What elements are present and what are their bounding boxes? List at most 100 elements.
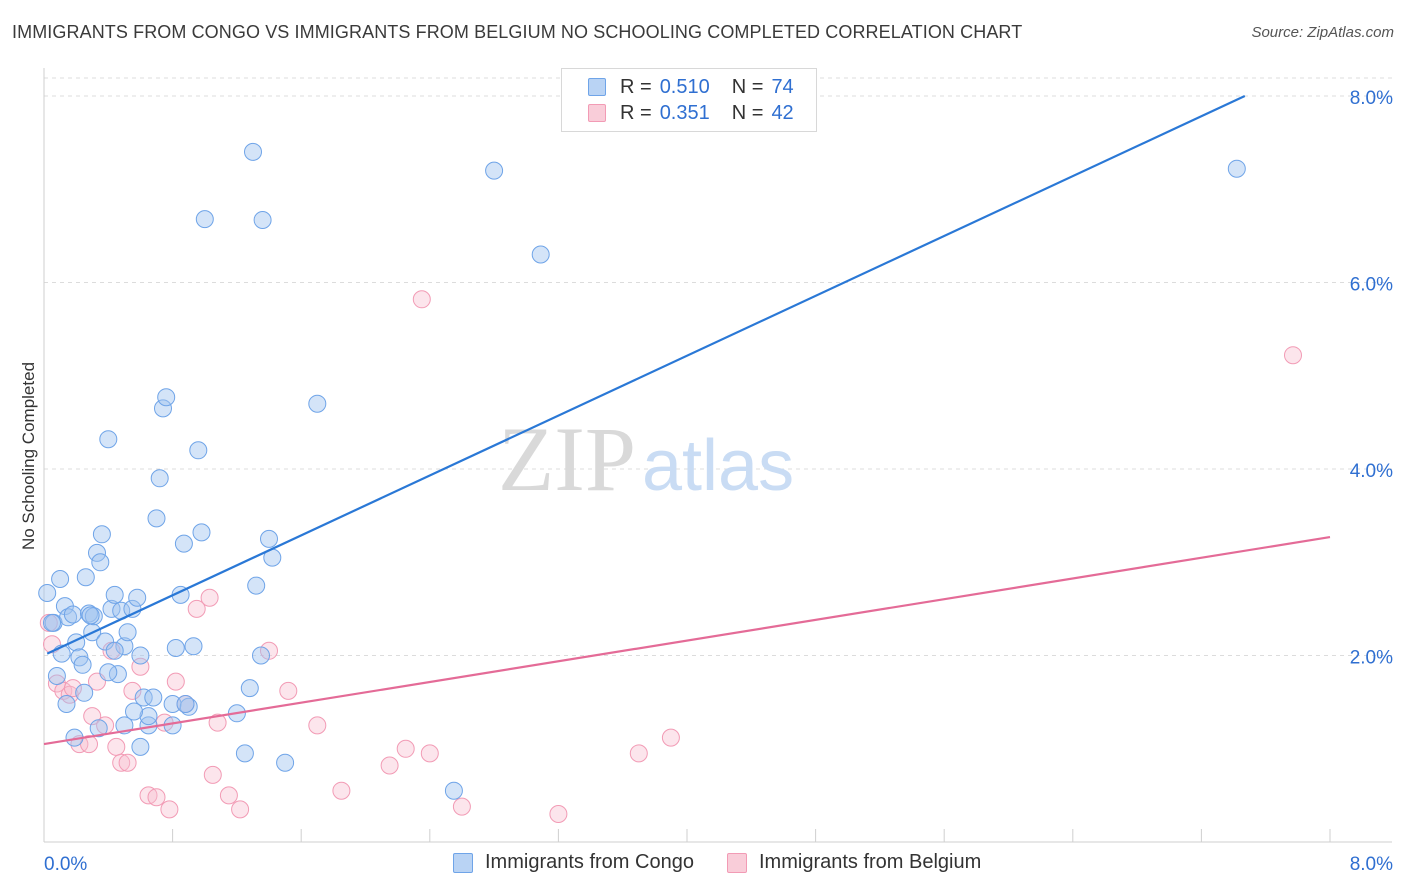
belgium-trend-line	[43, 535, 1331, 746]
belgium-point-35	[452, 797, 471, 816]
x-tick-labels: 0.0% 8.0%	[44, 854, 1393, 875]
congo-n-label: N =	[731, 75, 764, 98]
legend-row-belgium: R = 0.351 N = 42	[588, 100, 794, 126]
y-tick-label-0: 2.0%	[1350, 648, 1393, 669]
congo-r-label: R =	[620, 75, 652, 98]
congo-point-31	[150, 469, 169, 488]
congo-point-73	[125, 702, 143, 721]
belgium-point-39	[412, 290, 431, 309]
congo-point-26	[131, 646, 150, 665]
belgium-point-30	[308, 716, 327, 735]
congo-point-32	[154, 399, 172, 418]
congo-point-5	[63, 605, 82, 624]
congo-n-value: 74	[771, 75, 794, 98]
congo-point-30	[147, 509, 166, 528]
watermark-atlas: atlas	[642, 426, 794, 506]
congo-point-19	[105, 585, 124, 604]
belgium-point-37	[629, 744, 648, 763]
legend-belgium-swatch	[727, 852, 747, 873]
belgium-swatch	[588, 104, 606, 122]
trendlines	[43, 95, 1331, 746]
correlation-legend: R = 0.510 N = 74 R = 0.351 N = 42	[561, 68, 817, 132]
belgium-point-29	[279, 681, 298, 700]
congo-point-72	[105, 641, 124, 660]
congo-point-38	[179, 697, 198, 716]
congo-point-46	[252, 646, 270, 665]
legend-row-congo: R = 0.510 N = 74	[588, 74, 794, 100]
congo-trend-line	[46, 95, 1246, 655]
congo-point-4	[59, 608, 78, 627]
series-legend: Immigrants from Congo Immigrants from Be…	[0, 851, 1406, 879]
congo-point-39	[184, 637, 203, 656]
congo-point-37	[174, 534, 193, 553]
belgium-point-4	[63, 679, 82, 698]
belgium-n-label: N =	[731, 101, 764, 124]
belgium-point-24	[203, 765, 222, 784]
congo-swatch	[588, 78, 606, 96]
watermark: ZIP atlas	[498, 408, 794, 510]
legend-belgium-label: Immigrants from Belgium	[759, 851, 982, 873]
legend-item-congo: Immigrants from Congo	[453, 851, 694, 874]
congo-point-40	[189, 441, 208, 460]
congo-point-69	[43, 613, 61, 632]
belgium-r-label: R =	[620, 101, 652, 124]
congo-point-2	[51, 570, 70, 588]
congo-point-45	[247, 576, 266, 595]
y-tick-label-3: 8.0%	[1350, 88, 1393, 109]
congo-point-42	[195, 210, 214, 229]
congo-point-58	[57, 695, 76, 713]
congo-point-44	[240, 679, 259, 698]
congo-point-50	[244, 142, 262, 161]
belgium-point-13	[118, 753, 137, 772]
belgium-point-40	[1284, 346, 1302, 365]
belgium-point-17	[147, 788, 166, 807]
belgium-point-22	[187, 599, 206, 618]
congo-point-57	[47, 667, 66, 685]
congo-point-47	[260, 529, 278, 548]
belgium-point-34	[420, 744, 439, 763]
y-tick-label-2: 6.0%	[1350, 275, 1393, 296]
belgium-n-value: 42	[771, 101, 794, 124]
congo-point-14	[91, 553, 110, 572]
belgium-point-12	[112, 753, 131, 772]
belgium-point-20	[166, 672, 185, 691]
belgium-r-value: 0.351	[659, 101, 710, 124]
belgium-point-32	[380, 756, 399, 775]
x-tick-label-1: 8.0%	[1350, 854, 1393, 875]
belgium-points	[39, 290, 1302, 823]
congo-point-52	[308, 394, 327, 413]
congo-point-61	[89, 719, 108, 738]
belgium-point-33	[396, 739, 415, 758]
congo-point-64	[131, 737, 150, 756]
chart-title: IMMIGRANTS FROM CONGO VS IMMIGRANTS FROM…	[12, 22, 1023, 42]
congo-point-51	[253, 211, 272, 229]
belgium-point-36	[549, 805, 568, 823]
y-tick-labels: 2.0% 4.0% 6.0% 8.0%	[1350, 88, 1393, 669]
axes	[43, 68, 1392, 843]
congo-points	[38, 142, 1246, 800]
congo-point-29	[144, 688, 163, 707]
congo-point-9	[76, 568, 95, 587]
belgium-point-23	[200, 588, 219, 607]
congo-point-55	[531, 245, 550, 264]
congo-point-27	[134, 688, 153, 707]
congo-point-53	[444, 781, 463, 800]
congo-point-33	[157, 388, 176, 407]
congo-r-value: 0.510	[659, 75, 710, 98]
congo-point-17	[99, 430, 118, 449]
congo-point-35	[166, 639, 185, 657]
y-tick-label-1: 4.0%	[1350, 461, 1393, 482]
legend-congo-label: Immigrants from Congo	[485, 851, 694, 873]
congo-point-25	[128, 588, 147, 607]
y-axis-label: No Schooling Completed	[19, 362, 38, 550]
belgium-point-31	[332, 781, 351, 800]
congo-point-49	[276, 753, 295, 772]
belgium-point-19	[160, 800, 179, 819]
legend-congo-swatch	[453, 852, 473, 873]
congo-point-8	[73, 655, 92, 674]
congo-point-65	[139, 707, 158, 726]
belgium-point-25	[208, 713, 227, 732]
congo-point-16	[96, 632, 115, 651]
congo-point-56	[1227, 159, 1246, 178]
